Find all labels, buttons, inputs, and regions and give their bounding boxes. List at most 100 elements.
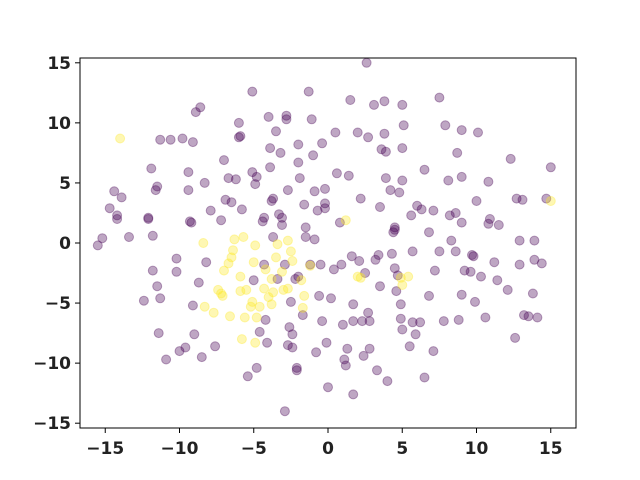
scatter-point-s0-67 (265, 162, 276, 173)
scatter-point-s0-172 (407, 246, 418, 257)
scatter-point-s1-10 (226, 252, 237, 263)
scatter-point-s0-167 (397, 99, 408, 110)
scatter-point-s0-201 (465, 266, 476, 277)
x-tick-label: 5 (396, 439, 408, 459)
scatter-point-s0-227 (532, 312, 543, 323)
scatter-point-s1-47 (395, 272, 406, 283)
scatter-point-s0-4 (112, 210, 123, 221)
scatter-point-s0-86 (287, 342, 298, 353)
scatter-point-s0-93 (294, 173, 305, 184)
scatter-point-s0-49 (233, 132, 244, 143)
scatter-point-s0-202 (467, 250, 477, 260)
scatter-point-s0-108 (317, 138, 328, 149)
scatter-point-s0-188 (440, 120, 451, 131)
scatter-point-s0-96 (300, 222, 311, 233)
scatter-point-s0-25 (177, 133, 188, 144)
scatter-point-s0-54 (247, 167, 258, 178)
scatter-point-s0-19 (155, 293, 166, 304)
scatter-point-s0-120 (336, 259, 347, 270)
scatter-point-s0-84 (285, 296, 296, 307)
scatter-point-s0-144 (372, 365, 382, 376)
scatter-point-s0-191 (446, 235, 457, 246)
scatter-point-s0-70 (268, 232, 279, 242)
scatter-point-s0-204 (470, 296, 480, 307)
scatter-point-s0-44 (220, 194, 231, 205)
scatter-point-s0-110 (320, 183, 330, 194)
scatter-point-s0-126 (345, 95, 356, 105)
scatter-point-s0-161 (392, 270, 403, 281)
scatter-point-s0-157 (389, 263, 400, 274)
scatter-point-s0-175 (412, 200, 423, 211)
scatter-point-s1-36 (282, 283, 293, 294)
scatter-point-s0-154 (385, 185, 396, 196)
scatter-point-s0-92 (293, 271, 304, 282)
scatter-point-s0-88 (291, 365, 302, 376)
scatter-point-s0-228 (536, 258, 547, 269)
scatter-point-s0-36 (195, 102, 206, 113)
scatter-point-s0-137 (361, 57, 372, 68)
scatter-point-s1-4 (213, 284, 224, 295)
scatter-point-s0-105 (312, 205, 323, 216)
scatter-point-s0-98 (303, 86, 314, 97)
scatter-point-s0-138 (363, 132, 374, 143)
scatter-point-s0-46 (226, 197, 237, 208)
scatter-point-s1-24 (251, 312, 262, 323)
scatter-point-s0-213 (492, 275, 503, 286)
y-tick-label: −10 (33, 354, 71, 374)
scatter-point-s0-87 (290, 274, 301, 284)
scatter-point-s0-39 (201, 257, 212, 268)
scatter-point-s0-151 (380, 173, 391, 184)
scatter-point-s0-155 (386, 248, 397, 259)
scatter-point-s0-212 (489, 257, 500, 268)
scatter-point-s0-82 (282, 340, 293, 351)
y-axis: −15 −10 −5 0 5 10 15 (33, 54, 80, 434)
scatter-point-s1-35 (278, 284, 289, 295)
scatter-point-s0-168 (397, 324, 408, 335)
scatter-point-s0-38 (199, 177, 210, 188)
scatter-point-s0-59 (254, 326, 265, 337)
scatter-point-s0-179 (419, 164, 430, 175)
scatter-point-s0-0 (92, 240, 103, 251)
scatter-point-s0-29 (184, 216, 195, 227)
scatter-point-s0-27 (183, 167, 194, 178)
scatter-point-s0-127 (346, 251, 357, 262)
scatter-point-s0-55 (248, 275, 259, 286)
scatter-point-s0-97 (300, 232, 311, 242)
scatter-point-s0-118 (331, 168, 342, 179)
scatter-point-s0-177 (416, 204, 427, 215)
scatter-point-s0-171 (406, 210, 417, 221)
scatter-point-s1-17 (239, 312, 250, 323)
scatter-point-s1-23 (250, 337, 261, 348)
scatter-point-s0-199 (456, 289, 467, 300)
scatter-point-s0-65 (263, 111, 274, 122)
scatter-point-s0-40 (205, 205, 216, 216)
scatter-point-s0-107 (315, 259, 326, 270)
scatter-point-s0-115 (326, 293, 336, 304)
scatter-point-s0-58 (251, 362, 262, 373)
scatter-point-s1-33 (272, 239, 283, 250)
scatter-point-s0-130 (348, 389, 359, 400)
scatter-point-s0-37 (196, 352, 207, 363)
scatter-point-s0-47 (230, 174, 241, 185)
scatter-point-s0-193 (450, 208, 461, 218)
scatter-point-s1-8 (223, 258, 234, 269)
scatter-point-s0-18 (155, 134, 166, 145)
scatter-point-s0-62 (259, 259, 270, 270)
scatter-point-s0-53 (247, 86, 258, 97)
scatter-point-s0-69 (268, 193, 279, 204)
scatter-point-s0-20 (161, 354, 172, 365)
y-tick-label: 0 (59, 234, 71, 254)
scatter-point-s0-184 (429, 265, 440, 276)
scatter-point-s0-147 (375, 281, 385, 292)
scatter-point-s1-1 (198, 238, 209, 248)
scatter-point-s0-106 (314, 290, 325, 301)
scatter-point-s0-135 (358, 350, 369, 361)
scatter-point-s0-9 (143, 212, 154, 223)
scatter-point-s0-33 (189, 329, 200, 340)
scatter-point-s0-3 (109, 186, 120, 197)
x-tick-label: −15 (86, 439, 124, 459)
scatter-point-s0-192 (450, 246, 461, 257)
scatter-point-s0-17 (153, 328, 164, 339)
x-tick-label: 15 (539, 439, 563, 459)
